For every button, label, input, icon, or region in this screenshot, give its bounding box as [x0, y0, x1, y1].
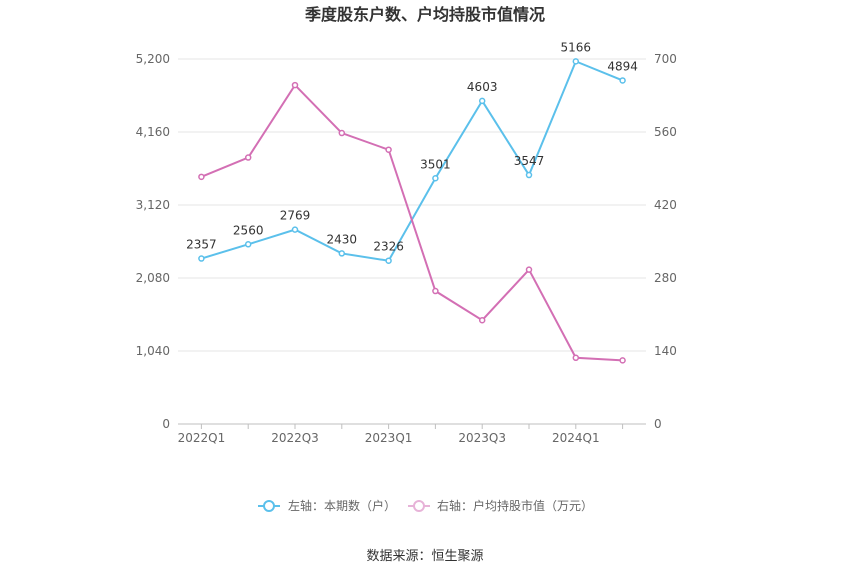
series-line-right [201, 83, 623, 362]
x-tick-label: 2023Q3 [458, 431, 506, 445]
series-layer [198, 58, 626, 364]
left-tick-label: 0 [162, 417, 170, 431]
data-label: 3547 [514, 154, 545, 168]
left-tick-label: 2,080 [136, 271, 170, 285]
data-point-right[interactable] [525, 266, 533, 273]
data-point-left[interactable] [385, 257, 392, 264]
data-label: 2326 [373, 240, 404, 254]
data-label: 3501 [420, 157, 451, 171]
data-label: 5166 [561, 40, 592, 54]
data-point-left[interactable] [338, 250, 346, 257]
right-axis: 0 140 280 420 560 700 [654, 52, 677, 431]
left-tick-label: 3,120 [136, 198, 170, 212]
grid [178, 58, 646, 352]
right-tick-label: 420 [654, 198, 677, 212]
left-axis: 0 1,040 2,080 3,120 4,160 5,200 [136, 52, 170, 431]
x-axis: 2022Q1 2022Q3 2023Q1 2023Q3 2024Q1 [178, 423, 646, 445]
legend-item-right-series[interactable]: 右轴：户均持股市值（万元） [408, 498, 593, 513]
data-label: 4603 [467, 80, 498, 94]
right-tick-label: 560 [654, 125, 677, 139]
left-tick-label: 5,200 [136, 52, 170, 66]
legend-marker-right [413, 500, 425, 512]
data-label: 2357 [186, 238, 217, 252]
data-point-left[interactable] [432, 175, 439, 182]
data-labels: 2357 2560 2769 2430 2326 3501 4603 3547 5166 4894 [186, 40, 638, 253]
source-note: 数据来源：恒生聚源 [366, 549, 483, 564]
data-point-right[interactable] [244, 154, 252, 161]
data-point-right[interactable] [572, 354, 580, 362]
legend-item-left-series[interactable]: 左轴：本期数（户） [258, 498, 396, 513]
legend-label-left: 左轴：本期数（户） [288, 498, 396, 513]
left-tick-label: 4,160 [136, 125, 170, 139]
legend-label-right: 右轴：户均持股市值（万元） [437, 498, 593, 513]
data-point-left[interactable] [244, 241, 252, 248]
data-point-right[interactable] [385, 146, 392, 153]
data-label: 2430 [327, 232, 358, 246]
x-tick-label: 2022Q1 [178, 431, 226, 445]
chart-title: 季度股东户数、户均持股市值情况 [304, 5, 545, 24]
series-line-left [201, 60, 623, 262]
right-tick-label: 700 [654, 52, 677, 66]
data-point-left[interactable] [291, 226, 299, 233]
data-point-right[interactable] [478, 316, 486, 324]
data-point-right[interactable] [338, 129, 346, 137]
data-point-left[interactable] [198, 255, 205, 262]
data-point-left[interactable] [619, 77, 626, 84]
right-tick-label: 140 [654, 344, 677, 358]
data-point-right[interactable] [198, 173, 205, 181]
data-point-left[interactable] [572, 58, 580, 65]
data-label: 2769 [280, 209, 311, 223]
data-point-right[interactable] [291, 81, 299, 89]
data-label: 2560 [233, 223, 264, 237]
data-label: 4894 [607, 59, 638, 73]
right-tick-label: 280 [654, 271, 677, 285]
right-tick-label: 0 [654, 417, 662, 431]
x-tick-label: 2024Q1 [552, 431, 600, 445]
data-point-left[interactable] [478, 97, 486, 105]
legend-marker-left [263, 500, 275, 512]
legend: 左轴：本期数（户） 右轴：户均持股市值（万元） [258, 498, 593, 513]
x-tick-label: 2022Q3 [271, 431, 319, 445]
x-tick-label: 2023Q1 [365, 431, 413, 445]
data-point-right[interactable] [619, 357, 626, 364]
data-point-right[interactable] [432, 287, 439, 295]
left-tick-label: 1,040 [136, 344, 170, 358]
data-point-left[interactable] [525, 171, 533, 179]
